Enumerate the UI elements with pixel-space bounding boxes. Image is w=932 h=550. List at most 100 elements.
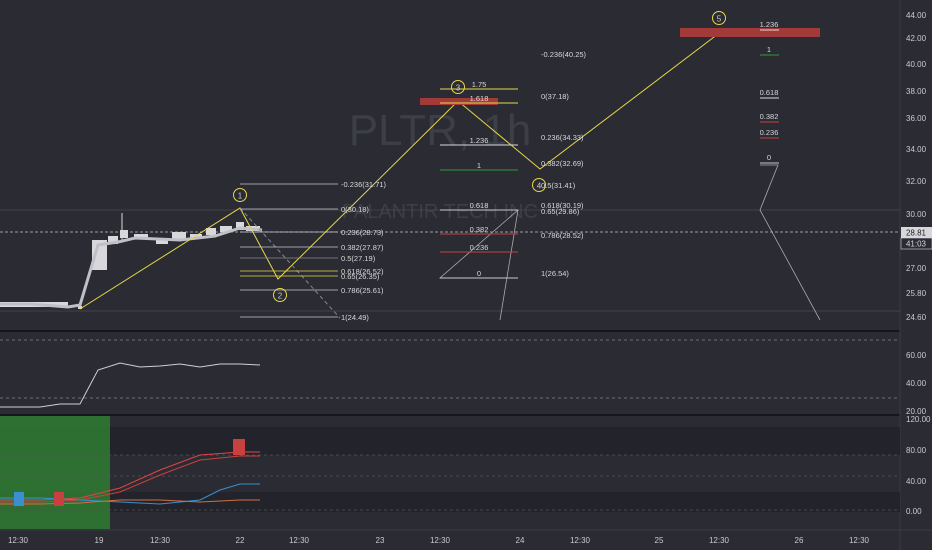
price-axis-tick: 24.60: [906, 313, 927, 322]
fib-retracement-c[interactable]: -0.236(40.25) 0(37.18) 0.236(34.33) 0.382(3…: [541, 50, 587, 278]
rsi-line[interactable]: [0, 362, 261, 408]
dmi-bar: [14, 492, 24, 506]
wave-marker-label: 4: [537, 182, 542, 191]
fib-level-label: 0: [477, 269, 481, 278]
fib-level-label: 0.382(32.69): [541, 159, 584, 168]
dmi-axis-tick: 120.00: [906, 415, 931, 424]
wave-marker-label: 5: [717, 15, 722, 24]
wave-marker-circle[interactable]: [451, 80, 465, 94]
time-axis-tick: 12:30: [709, 536, 730, 545]
fib-level-label: 1: [767, 45, 771, 54]
price-axis-tick: 27.00: [906, 264, 927, 273]
fib-level-label: 1.236: [470, 136, 489, 145]
current-price-label: 28.81: [906, 229, 927, 238]
fib-level-label: 0.382: [760, 112, 779, 121]
countdown-badge: [900, 237, 932, 250]
time-axis-tick: 23: [376, 536, 385, 545]
price-axis-tick: 30.00: [906, 210, 927, 219]
elliott-wave-line[interactable]: [79, 33, 719, 310]
time-axis-tick: 12:30: [289, 536, 310, 545]
fib-level-label: 1(26.54): [541, 269, 569, 278]
wave-marker-circle[interactable]: [233, 188, 247, 202]
fib-level-label: 0.65(26.35): [341, 272, 380, 281]
fib-level-label: 0(30.18): [341, 205, 369, 214]
countdown-label: 41:03: [906, 240, 927, 249]
fib-level-label: 1: [477, 161, 481, 170]
fib-level-label: 1.618: [470, 94, 489, 103]
price-axis-tick: 40.00: [906, 60, 927, 69]
dmi-band: [0, 492, 900, 512]
time-axis-tick: 26: [795, 536, 804, 545]
wave-marker-label: 1: [238, 192, 243, 201]
fib-level-label: 0.5(27.19): [341, 254, 376, 263]
projection-line[interactable]: [759, 164, 821, 321]
fib-extension-d[interactable]: 1.236 1 0.618 0.382 0.236 0: [760, 20, 779, 164]
price-axis-tick: 36.00: [906, 114, 927, 123]
fib-level-label: 0: [767, 153, 771, 162]
current-price-badge: [901, 227, 932, 238]
green-zone: [0, 416, 110, 529]
time-axis-tick: 25: [655, 536, 664, 545]
fib-level-label: 0.786(25.61): [341, 286, 384, 295]
fib-level-label: -0.236(40.25): [541, 50, 587, 59]
dmi-band: [0, 427, 900, 455]
fib-level-label: 0.5(31.41): [541, 181, 576, 190]
price-axis-tick: 38.00: [906, 87, 927, 96]
price-axis-tick: 34.00: [906, 145, 927, 154]
rsi-axis-tick: 60.00: [906, 351, 927, 360]
fib-extension-b[interactable]: 1.75 1.618 1.236 1 0.618 0.382 0.236 0: [440, 80, 518, 279]
time-axis-tick: 12:30: [849, 536, 870, 545]
fib-level-label: 0.618: [760, 88, 779, 97]
wave-marker-label: 3: [456, 84, 461, 93]
time-axis-tick: 12:30: [150, 536, 171, 545]
dmi-axis-tick: 80.00: [906, 446, 927, 455]
dmi-blue-line[interactable]: [0, 483, 260, 505]
rsi-axis-tick: 20.00: [906, 407, 927, 416]
time-axis-tick: 22: [236, 536, 245, 545]
wave-marker-label: 2: [278, 292, 283, 301]
price-line[interactable]: [0, 226, 263, 309]
time-axis-tick: 24: [516, 536, 525, 545]
wave-marker-circle[interactable]: [712, 11, 726, 25]
projection-line[interactable]: [239, 207, 341, 319]
fib-level-label: 0.236(34.33): [541, 133, 584, 142]
dmi-red-line[interactable]: [0, 455, 260, 503]
fib-level-label: 1.236: [760, 20, 779, 29]
rsi-axis[interactable]: 60.00 40.00 20.00: [906, 351, 927, 416]
watermark-name: PALANTIR TECH INC: [342, 201, 538, 223]
fib-level-label: 0.786(28.52): [541, 231, 584, 240]
wave-markers[interactable]: 1 2 3 4 5: [233, 11, 726, 302]
dmi-axis[interactable]: 120.00 80.00 40.00 0.00: [906, 415, 931, 516]
dmi-orange-line[interactable]: [0, 499, 260, 505]
fib-level-label: 0.236: [760, 128, 779, 137]
fib-retracement-a[interactable]: -0.236(31.71) 0(30.18) 0.236(28.73) 0.382(2…: [240, 180, 387, 322]
fib-level-label: 0.618: [470, 201, 489, 210]
time-axis[interactable]: 12:30 19 12:30 22 12:30 23 12:30 24 12:30 25 12:30…: [8, 536, 870, 545]
price-axis-tick: 32.00: [906, 177, 927, 186]
fib-level-label: 0.236: [470, 243, 489, 252]
time-axis-tick: 12:30: [8, 536, 29, 545]
fib-level-label: 0.382(27.87): [341, 243, 384, 252]
wave-marker-circle[interactable]: [532, 178, 546, 192]
price-axis[interactable]: 44.00 42.00 40.00 38.00 36.00 34.00 32.00 30.00…: [906, 11, 927, 322]
fib-level-label: -0.236(31.71): [341, 180, 387, 189]
wave-marker-circle[interactable]: [273, 288, 287, 302]
red-zone-5: [680, 28, 820, 37]
price-axis-tick: 42.00: [906, 34, 927, 43]
rsi-axis-tick: 40.00: [906, 379, 927, 388]
fib-level-label: 0.65(29.86): [541, 207, 580, 216]
watermark-symbol: PLTR, 1h: [349, 106, 532, 155]
fib-level-label: 0.382: [470, 225, 489, 234]
price-axis-tick: 25.80: [906, 289, 927, 298]
fib-level-label: 1.75: [472, 80, 487, 89]
candles[interactable]: [0, 213, 260, 309]
red-zone-3: [420, 98, 498, 105]
fib-level-label: 0(37.18): [541, 92, 569, 101]
fib-level-label: 0.618(30.19): [541, 201, 584, 210]
price-axis-tick: 44.00: [906, 11, 927, 20]
dmi-bar: [233, 439, 245, 455]
fib-level-label: 0.618(26.52): [341, 267, 384, 276]
fib-level-label: 0.236(28.73): [341, 228, 384, 237]
